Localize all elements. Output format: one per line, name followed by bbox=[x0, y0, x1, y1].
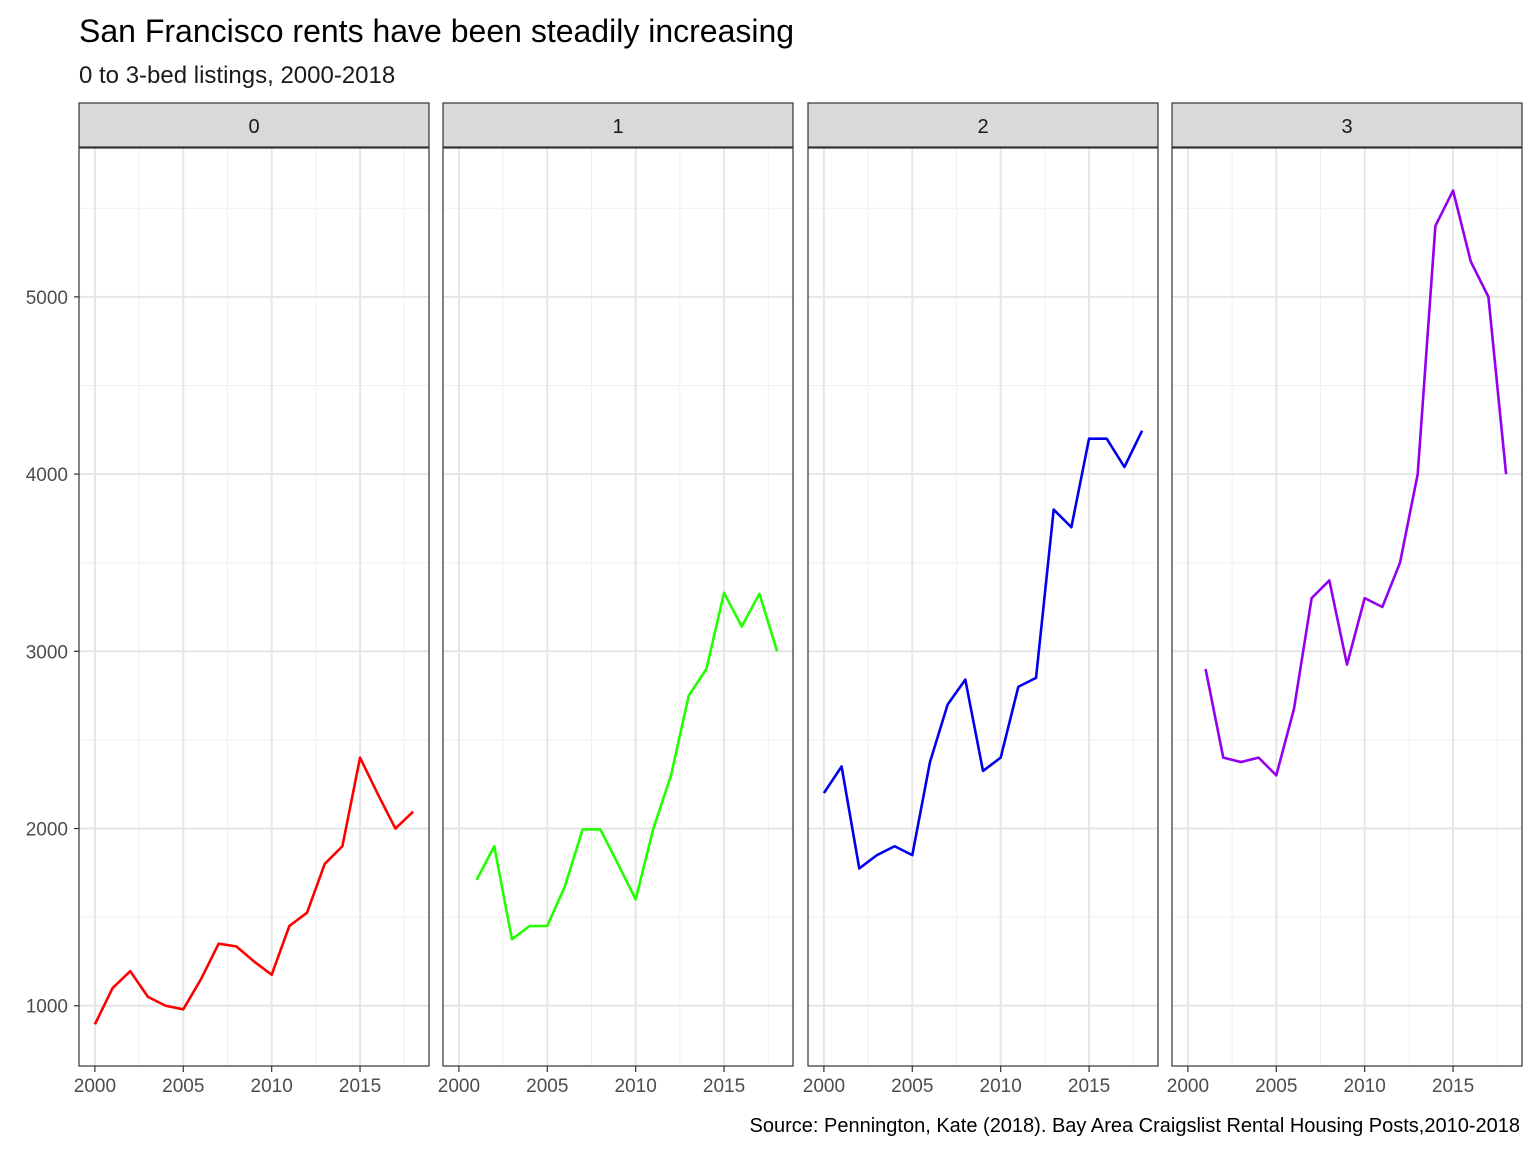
x-tick-label: 2010 bbox=[251, 1076, 293, 1097]
y-tick-label: 2000 bbox=[26, 820, 68, 841]
x-tick-label: 2000 bbox=[1167, 1076, 1209, 1097]
panel-border bbox=[1171, 147, 1523, 1067]
chart-subtitle: 0 to 3-bed listings, 2000-2018 bbox=[79, 62, 395, 89]
x-tick-label: 2015 bbox=[1068, 1076, 1110, 1097]
facet-strip-label: 0 bbox=[248, 116, 259, 138]
facet-strip bbox=[442, 102, 794, 148]
x-tick-label: 2015 bbox=[339, 1076, 381, 1097]
x-tick-label: 2000 bbox=[74, 1076, 116, 1097]
y-tick-label: 1000 bbox=[26, 997, 68, 1018]
x-tick-label: 2015 bbox=[1432, 1076, 1474, 1097]
panel-background bbox=[443, 148, 793, 1066]
x-tick-label: 2005 bbox=[162, 1076, 204, 1097]
facet-strip bbox=[78, 102, 430, 148]
panel-background bbox=[1172, 148, 1522, 1066]
facet-strip-label: 2 bbox=[977, 116, 988, 138]
panel-border bbox=[807, 147, 1159, 1067]
x-tick-label: 2005 bbox=[1255, 1076, 1297, 1097]
series-line-2 bbox=[822, 430, 1144, 870]
chart-title: San Francisco rents have been steadily i… bbox=[79, 13, 794, 49]
facet-panel-3: 3 2000 2005 2010 2015 bbox=[1167, 102, 1523, 1097]
x-tick-label: 2000 bbox=[438, 1076, 480, 1097]
series-line-0 bbox=[93, 756, 414, 1025]
facet-strip-label: 3 bbox=[1341, 116, 1352, 138]
x-tick-label: 2010 bbox=[980, 1076, 1022, 1097]
series-line-1 bbox=[475, 591, 779, 941]
facet-panel-2: 2 2000 2005 2010 2015 bbox=[803, 102, 1159, 1097]
facet-panel-1: 1 2000 2005 2010 2015 bbox=[438, 102, 794, 1097]
x-tick-label: 2010 bbox=[615, 1076, 657, 1097]
y-tick-label: 3000 bbox=[26, 642, 68, 663]
chart-caption: Source: Pennington, Kate (2018). Bay Are… bbox=[750, 1115, 1520, 1137]
panel-background bbox=[79, 148, 429, 1066]
facet-strip bbox=[1171, 102, 1523, 148]
panel-border bbox=[78, 147, 430, 1067]
facet-strip bbox=[807, 102, 1159, 148]
x-tick-label: 2015 bbox=[703, 1076, 745, 1097]
y-tick-label: 4000 bbox=[26, 465, 68, 486]
facet-strip-label: 1 bbox=[612, 116, 623, 138]
x-tick-label: 2000 bbox=[803, 1076, 845, 1097]
facet-panel-0: 0 2000 2005 2010 2015 bbox=[74, 102, 430, 1097]
y-tick-label: 5000 bbox=[26, 288, 68, 309]
series-line-3 bbox=[1204, 189, 1508, 777]
x-tick-label: 2010 bbox=[1344, 1076, 1386, 1097]
y-axis: 1000 2000 3000 4000 5000 bbox=[26, 288, 79, 1018]
panel-background bbox=[808, 148, 1158, 1066]
panel-border bbox=[442, 147, 794, 1067]
x-tick-label: 2005 bbox=[891, 1076, 933, 1097]
x-tick-label: 2005 bbox=[526, 1076, 568, 1097]
